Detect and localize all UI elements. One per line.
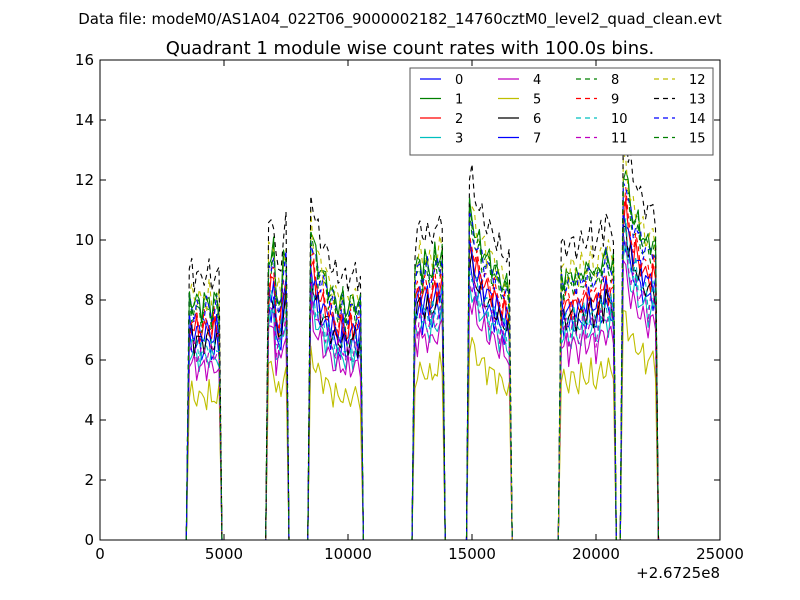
y-tick-label: 8 bbox=[84, 291, 94, 309]
x-offset-label: +2.6725e8 bbox=[636, 564, 720, 582]
legend-box bbox=[409, 67, 714, 156]
legend-label-15: 15 bbox=[689, 132, 706, 147]
legend-label-14: 14 bbox=[689, 112, 706, 127]
legend-label-10: 10 bbox=[611, 112, 628, 127]
y-tick-label: 2 bbox=[84, 471, 94, 489]
legend-label-4: 4 bbox=[533, 73, 541, 88]
series-layer bbox=[185, 124, 661, 541]
x-tick-label: 20000 bbox=[572, 545, 620, 563]
legend-label-9: 9 bbox=[611, 93, 619, 108]
y-tick-label: 14 bbox=[75, 111, 94, 129]
legend-label-6: 6 bbox=[533, 112, 541, 127]
series-line-13 bbox=[185, 124, 661, 541]
series-line-10 bbox=[185, 218, 661, 541]
x-tick-label: 25000 bbox=[696, 545, 744, 563]
y-tick-label: 0 bbox=[84, 531, 94, 549]
x-tick-label: 10000 bbox=[324, 545, 372, 563]
figure-suptitle: Data file: modeM0/AS1A04_022T06_90000021… bbox=[78, 10, 722, 29]
y-tick-label: 6 bbox=[84, 351, 94, 369]
y-tick-label: 12 bbox=[75, 171, 94, 189]
legend-label-11: 11 bbox=[611, 132, 628, 147]
x-tick-label: 0 bbox=[95, 545, 105, 563]
legend-label-1: 1 bbox=[455, 93, 463, 108]
y-tick-label: 4 bbox=[84, 411, 94, 429]
chart-title: Quadrant 1 module wise count rates with … bbox=[166, 38, 655, 59]
legend-label-7: 7 bbox=[533, 132, 541, 147]
y-tick-label: 16 bbox=[75, 51, 94, 69]
legend-label-3: 3 bbox=[455, 132, 463, 147]
legend-label-13: 13 bbox=[689, 93, 706, 108]
legend-label-8: 8 bbox=[611, 73, 619, 88]
series-line-15 bbox=[185, 177, 661, 541]
legend-label-12: 12 bbox=[689, 73, 706, 88]
x-tick-label: 15000 bbox=[448, 545, 496, 563]
legend-label-5: 5 bbox=[533, 93, 541, 108]
x-tick-label: 5000 bbox=[205, 545, 243, 563]
legend-label-0: 0 bbox=[455, 73, 463, 88]
legend-label-2: 2 bbox=[455, 112, 463, 127]
series-line-5 bbox=[185, 309, 661, 541]
y-tick-label: 10 bbox=[75, 231, 94, 249]
